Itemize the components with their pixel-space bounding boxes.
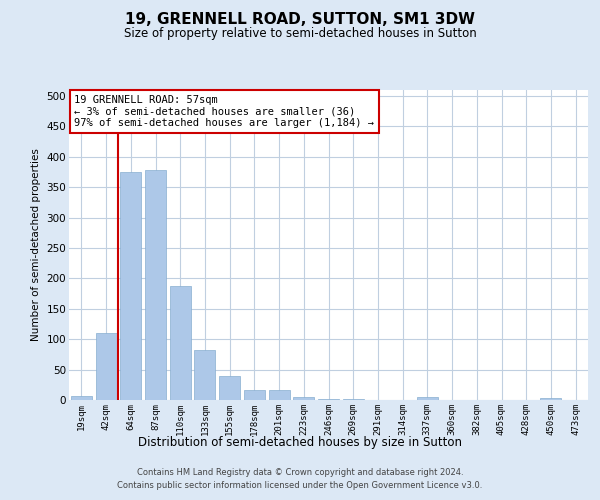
Bar [145, 170, 166, 400]
Bar [417, 397, 438, 400]
Bar [293, 397, 314, 400]
Bar [541, 398, 562, 400]
Bar [120, 172, 141, 400]
Text: 19, GRENNELL ROAD, SUTTON, SM1 3DW: 19, GRENNELL ROAD, SUTTON, SM1 3DW [125, 12, 475, 28]
Bar [170, 286, 191, 400]
Bar [244, 390, 265, 400]
Bar [219, 376, 240, 400]
Text: Size of property relative to semi-detached houses in Sutton: Size of property relative to semi-detach… [124, 28, 476, 40]
Bar [269, 390, 290, 400]
Text: 19 GRENNELL ROAD: 57sqm
← 3% of semi-detached houses are smaller (36)
97% of sem: 19 GRENNELL ROAD: 57sqm ← 3% of semi-det… [74, 94, 374, 128]
Bar [95, 333, 116, 400]
Text: Contains public sector information licensed under the Open Government Licence v3: Contains public sector information licen… [118, 482, 482, 490]
Bar [194, 350, 215, 400]
Bar [71, 396, 92, 400]
Y-axis label: Number of semi-detached properties: Number of semi-detached properties [31, 148, 41, 342]
Bar [318, 399, 339, 400]
Text: Contains HM Land Registry data © Crown copyright and database right 2024.: Contains HM Land Registry data © Crown c… [137, 468, 463, 477]
Text: Distribution of semi-detached houses by size in Sutton: Distribution of semi-detached houses by … [138, 436, 462, 449]
